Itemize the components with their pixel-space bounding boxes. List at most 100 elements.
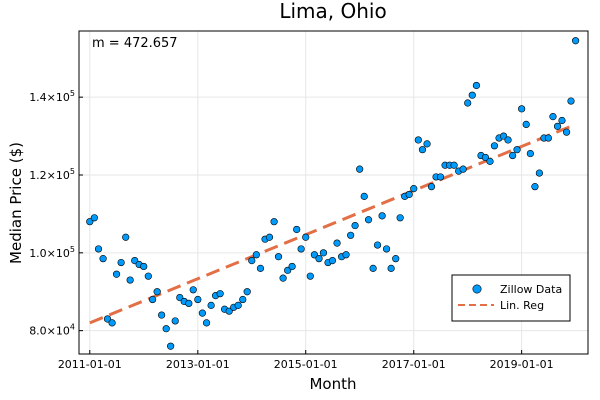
data-point	[392, 255, 400, 263]
data-point	[405, 190, 413, 199]
y-tick-mantissa: 1.2×10	[29, 169, 70, 182]
data-point	[270, 218, 278, 226]
data-point	[481, 153, 490, 162]
data-point	[526, 149, 534, 158]
x-tick-label: 2015-01-01	[274, 358, 338, 371]
data-point	[387, 264, 395, 272]
y-axis-label: Median Price ($)	[7, 142, 25, 264]
data-point	[509, 151, 517, 160]
data-point	[436, 173, 445, 181]
data-point	[310, 251, 319, 259]
y-tick-exponent: 4	[70, 323, 75, 332]
data-point	[108, 319, 116, 327]
data-point	[117, 258, 125, 267]
axis-ticks: 2011-01-01 2013-01-01 2015-01-01 2017-01-01…	[29, 89, 553, 371]
data-point	[382, 245, 391, 253]
data-point	[198, 309, 207, 317]
data-point	[531, 183, 539, 191]
data-point	[149, 295, 157, 304]
data-point	[450, 161, 458, 169]
data-point	[464, 99, 472, 107]
regression-line	[89, 123, 577, 325]
y-tick-mantissa: 1.4×10	[29, 91, 70, 104]
legend-marker-icon	[472, 284, 482, 294]
data-point	[319, 249, 328, 257]
x-tick-label: 2013-01-01	[166, 358, 230, 371]
data-point	[189, 286, 197, 294]
data-point	[490, 142, 499, 150]
plot-frame	[78, 30, 589, 355]
data-point	[185, 299, 193, 308]
data-point	[468, 91, 476, 99]
regression-line-segment	[89, 123, 577, 325]
data-point	[351, 221, 359, 230]
data-point	[553, 122, 562, 130]
data-point	[333, 239, 341, 247]
data-point	[194, 295, 202, 304]
data-point	[328, 257, 337, 265]
data-point	[414, 136, 422, 144]
data-point	[94, 245, 103, 253]
data-point	[535, 169, 543, 177]
data-point	[549, 113, 557, 121]
data-point	[140, 262, 148, 271]
x-tick-label: 2011-01-01	[58, 358, 122, 371]
data-point	[288, 262, 296, 271]
data-point	[158, 311, 166, 319]
data-point	[297, 245, 305, 253]
data-point	[306, 272, 314, 280]
data-point	[256, 264, 265, 272]
data-point	[167, 342, 175, 350]
data-point	[342, 251, 350, 259]
legend-label-linreg: Lin. Reg	[500, 299, 544, 312]
data-point	[472, 81, 481, 90]
y-tick-exponent: 5	[70, 167, 75, 176]
data-point	[544, 134, 552, 142]
legend-label-zillow: Zillow Data	[500, 283, 562, 296]
data-point	[378, 212, 386, 220]
data-point	[518, 105, 526, 113]
data-point	[86, 218, 94, 226]
data-point	[252, 251, 260, 259]
y-tick-exponent: 5	[70, 89, 75, 98]
data-point	[171, 317, 179, 325]
data-point	[274, 253, 283, 261]
y-tick-label: 1.2×105	[29, 167, 75, 182]
data-point	[234, 301, 242, 309]
data-point	[459, 165, 467, 173]
chart-title: Lima, Ohio	[279, 0, 386, 23]
data-point	[293, 225, 301, 234]
data-point	[207, 301, 215, 309]
data-point	[567, 97, 575, 105]
data-point	[248, 257, 256, 265]
data-point	[396, 214, 404, 222]
data-point	[427, 183, 436, 191]
data-point	[144, 272, 152, 280]
data-point	[571, 37, 580, 45]
y-tick-mantissa: 8.0×10	[29, 325, 70, 338]
data-points	[86, 37, 580, 350]
y-tick-label: 1.0×105	[29, 245, 75, 260]
x-tick-label: 2017-01-01	[382, 358, 446, 371]
y-tick-label: 8.0×104	[29, 323, 75, 338]
data-point	[279, 274, 287, 282]
data-point	[202, 319, 211, 327]
data-point	[302, 233, 310, 241]
data-point	[562, 128, 571, 136]
data-point	[243, 288, 251, 296]
data-point	[513, 146, 521, 154]
data-point	[216, 290, 224, 298]
legend-box	[451, 274, 571, 322]
y-tick-label: 1.4×105	[29, 89, 75, 104]
x-tick-label: 2019-01-01	[490, 358, 554, 371]
data-point	[347, 231, 355, 239]
data-point	[558, 116, 566, 125]
legend: Zillow Data Lin. Reg	[451, 274, 571, 322]
data-point	[360, 192, 368, 200]
data-point	[153, 288, 161, 296]
data-point	[265, 233, 274, 241]
data-point	[373, 241, 382, 249]
data-point	[103, 315, 112, 323]
data-point	[315, 255, 323, 263]
